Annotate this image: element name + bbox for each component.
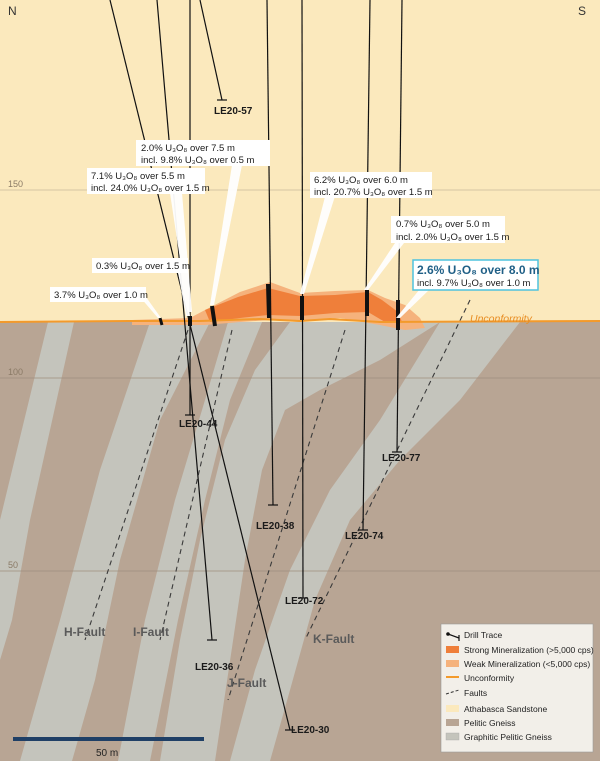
k-fault-label: K-Fault <box>313 632 354 646</box>
i-fault-line <box>159 329 233 641</box>
graphitic-band-3 <box>118 322 262 761</box>
weak-mineralization-swatch <box>446 660 459 667</box>
svg-text:incl. 24.0% U₃O₈ over 1.5 m: incl. 24.0% U₃O₈ over 1.5 m <box>91 183 210 194</box>
legend-label-drill-trace: Drill Trace <box>464 630 503 640</box>
mineralized-intervals <box>158 283 400 330</box>
drill-trace-le20-74 <box>362 0 371 531</box>
svg-text:3.7% U₃O₈ over 1.0 m: 3.7% U₃O₈ over 1.0 m <box>54 290 148 301</box>
tick-50: 50 <box>8 560 18 570</box>
north-label: N <box>8 4 17 18</box>
hole-label-le20-74: LE20-74 <box>345 531 384 542</box>
intercept-4: 0.7% U₃O₈ over 5.0 m incl. 2.0% U₃O₈ ove… <box>391 216 509 243</box>
tick-150: 150 <box>8 179 23 189</box>
scale-bar-label: 50 m <box>96 748 118 759</box>
drill-end-ticks <box>185 99 402 731</box>
legend-label-graphitic: Graphitic Pelitic Gneiss <box>464 732 552 742</box>
svg-text:incl. 20.7% U₃O₈ over 1.5 m: incl. 20.7% U₃O₈ over 1.5 m <box>314 187 433 198</box>
hole-label-le20-44: LE20-44 <box>179 419 218 430</box>
graphitic-band-2 <box>20 322 210 761</box>
intercept-5: 0.3% U₃O₈ over 1.5 m <box>92 258 190 273</box>
intercept-1: 2.0% U₃O₈ over 7.5 m incl. 9.8% U₃O₈ ove… <box>136 140 270 166</box>
unconformity-label: Unconformity <box>470 313 533 325</box>
svg-text:7.1% U₃O₈ over 5.5 m: 7.1% U₃O₈ over 5.5 m <box>91 171 185 182</box>
leader-lines <box>140 165 430 318</box>
h-fault-label: H-Fault <box>64 625 105 639</box>
drill-trace-le20-57 <box>199 0 223 101</box>
strong-mineralization-swatch <box>446 646 459 653</box>
scale-bar <box>13 737 204 741</box>
intercept-6: 3.7% U₃O₈ over 1.0 m <box>50 287 148 302</box>
drill-trace-le20-36 <box>156 0 213 641</box>
svg-text:6.2% U₃O₈ over 6.0 m: 6.2% U₃O₈ over 6.0 m <box>314 175 408 186</box>
i-fault-label: I-Fault <box>133 625 169 639</box>
hole-label-le20-77: LE20-77 <box>382 453 421 464</box>
drill-trace-le20-38 <box>266 0 274 506</box>
drill-trace-le20-30 <box>109 0 291 731</box>
j-fault-label: J-Fault <box>227 676 266 690</box>
svg-text:0.3% U₃O₈ over 1.5 m: 0.3% U₃O₈ over 1.5 m <box>96 261 190 272</box>
hole-label-le20-30: LE20-30 <box>291 725 330 736</box>
graphitic-gneiss-swatch <box>445 732 460 741</box>
legend-label-sandstone: Athabasca Sandstone <box>464 704 547 714</box>
legend-label-faults: Faults <box>464 688 487 698</box>
fault-line-icon <box>445 689 460 695</box>
hole-label-le20-38: LE20-38 <box>256 521 295 532</box>
tick-100: 100 <box>8 367 23 377</box>
legend-label-strong: Strong Mineralization (>5,000 cps) <box>464 645 594 655</box>
fault-lines <box>84 299 471 701</box>
svg-text:incl. 9.8% U₃O₈ over 0.5 m: incl. 9.8% U₃O₈ over 0.5 m <box>141 155 254 166</box>
legend-label-weak: Weak Mineralization (<5,000 cps) <box>464 659 590 669</box>
svg-text:0.7% U₃O₈ over 5.0 m: 0.7% U₃O₈ over 5.0 m <box>396 219 490 230</box>
unconformity-line <box>0 317 600 324</box>
pelitic-gneiss-swatch <box>446 719 459 726</box>
legend: Drill Trace Strong Mineralization (>5,00… <box>440 623 594 753</box>
svg-text:2.0% U₃O₈ over 7.5 m: 2.0% U₃O₈ over 7.5 m <box>141 143 235 154</box>
drill-trace-icon <box>446 632 460 641</box>
hole-label-le20-72: LE20-72 <box>285 596 324 607</box>
south-label: S <box>578 4 586 18</box>
h-fault-line <box>84 329 189 641</box>
graphitic-band-1 <box>0 322 74 660</box>
hole-label-le20-57: LE20-57 <box>214 106 253 117</box>
svg-text:incl. 9.7% U₃O₈ over 1.0 m: incl. 9.7% U₃O₈ over 1.0 m <box>417 278 530 289</box>
svg-text:2.6% U₃O₈ over 8.0 m: 2.6% U₃O₈ over 8.0 m <box>417 263 540 277</box>
legend-label-unconformity: Unconformity <box>464 673 515 683</box>
svg-text:incl. 2.0% U₃O₈ over 1.5 m: incl. 2.0% U₃O₈ over 1.5 m <box>396 232 509 243</box>
sandstone-swatch <box>446 705 459 712</box>
j-fault-line <box>227 329 346 701</box>
intercept-2: 7.1% U₃O₈ over 5.5 m incl. 24.0% U₃O₈ ov… <box>87 168 210 194</box>
graphitic-band-4 <box>160 322 440 761</box>
intercept-3: 6.2% U₃O₈ over 6.0 m incl. 20.7% U₃O₈ ov… <box>310 172 433 198</box>
highlight-intercept: 2.6% U₃O₈ over 8.0 m incl. 9.7% U₃O₈ ove… <box>412 259 540 291</box>
legend-label-pelitic: Pelitic Gneiss <box>464 718 516 728</box>
hole-label-le20-36: LE20-36 <box>195 662 234 673</box>
graphitic-band-5 <box>230 322 520 761</box>
